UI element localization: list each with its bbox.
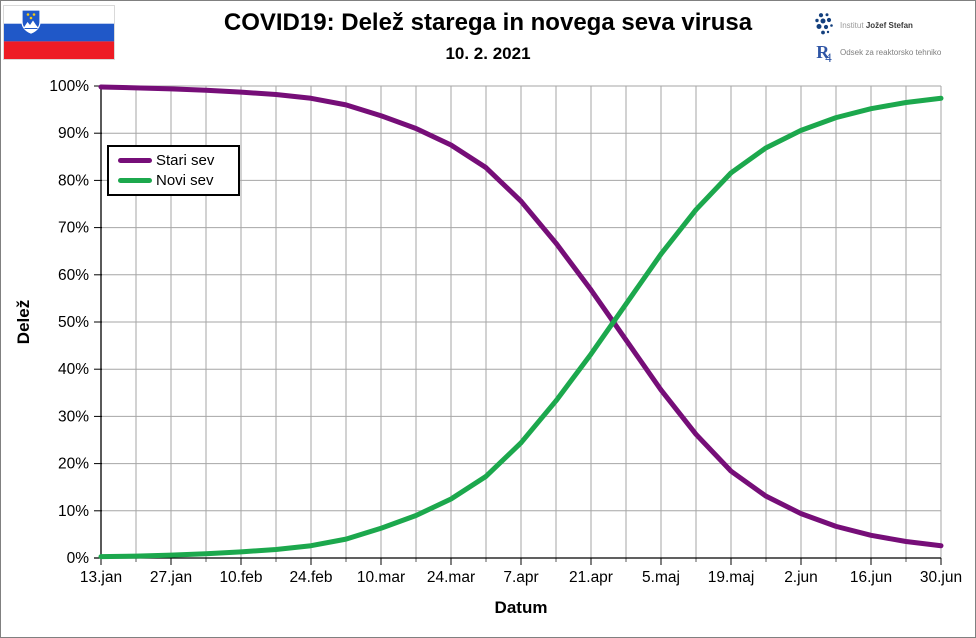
ijs-logo-text: Institut Jožef Stefan (840, 21, 913, 30)
legend-item-stari-sev: Stari sev (118, 152, 234, 169)
coat-of-arms-star (29, 16, 33, 20)
y-tick-label: 100% (49, 78, 89, 95)
flag-red-stripe (4, 41, 114, 59)
ijs-logo-row: Institut Jožef Stefan (813, 12, 965, 38)
y-tick-label: 40% (58, 361, 89, 378)
ijs-prefix: Institut (840, 20, 864, 30)
y-tick-label: 60% (58, 267, 89, 284)
legend-box: Stari sev Novi sev (107, 145, 240, 196)
stari-sev-line-swatch (118, 158, 152, 163)
r4-logo-row: R4 Odsek za reaktorsko tehniko (813, 42, 965, 65)
y-tick-label: 30% (58, 408, 89, 425)
slovenia-flag-icon (3, 5, 115, 60)
x-tick-label: 27.jan (150, 569, 192, 586)
x-tick-label: 24.mar (427, 569, 475, 586)
x-axis-title: Datum (494, 598, 548, 617)
coat-of-arms-mountain (23, 20, 39, 34)
r4-logo-icon: R4 (813, 42, 835, 65)
logo-block: Institut Jožef Stefan R4 Odsek za reakto… (813, 12, 965, 67)
x-tick-label: 19.maj (708, 569, 755, 586)
x-tick-label: 13.jan (80, 569, 122, 586)
x-tick-label: 24.feb (289, 569, 332, 586)
ijs-dots-logo-icon (815, 13, 833, 35)
y-tick-label: 90% (58, 125, 89, 142)
y-tick-label: 50% (58, 314, 89, 331)
chart-subtitle: 10. 2. 2021 (445, 44, 531, 63)
x-tick-label: 16.jun (850, 569, 892, 586)
x-tick-label: 7.apr (503, 569, 538, 586)
y-tick-label: 70% (58, 220, 89, 237)
chart-title: COVID19: Delež starega in novega seva vi… (223, 9, 753, 36)
coat-of-arms-star (26, 13, 30, 16)
y-tick-label: 10% (58, 503, 89, 520)
novi-sev-line-swatch (118, 178, 152, 183)
y-tick-label: 0% (67, 550, 90, 567)
x-tick-label: 5.maj (642, 569, 680, 586)
legend-item-novi-sev: Novi sev (118, 172, 234, 189)
title-block: COVID19: Delež starega in novega seva vi… (1, 9, 975, 64)
x-tick-label: 21.apr (569, 569, 613, 586)
y-tick-label: 80% (58, 172, 89, 189)
legend-label-novi-sev: Novi sev (156, 172, 214, 189)
y-tick-label: 20% (58, 456, 89, 473)
flag-coat-of-arms (21, 9, 41, 34)
r4-letter: R (816, 42, 830, 62)
x-tick-label: 10.feb (219, 569, 262, 586)
ijs-name: Jožef Stefan (865, 20, 913, 30)
x-tick-label: 2.jun (784, 569, 818, 586)
coat-of-arms-star (32, 13, 36, 16)
legend-label-stari-sev: Stari sev (156, 152, 215, 169)
r4-digit: 4 (825, 50, 832, 65)
x-tick-label: 30.jun (920, 569, 962, 586)
y-axis-title: Delež (14, 299, 33, 345)
x-tick-label: 10.mar (357, 569, 405, 586)
novi-sev-curve (98, 95, 944, 560)
r4-department-text: Odsek za reaktorsko tehniko (840, 48, 942, 57)
stari-sev-curve (98, 84, 944, 549)
